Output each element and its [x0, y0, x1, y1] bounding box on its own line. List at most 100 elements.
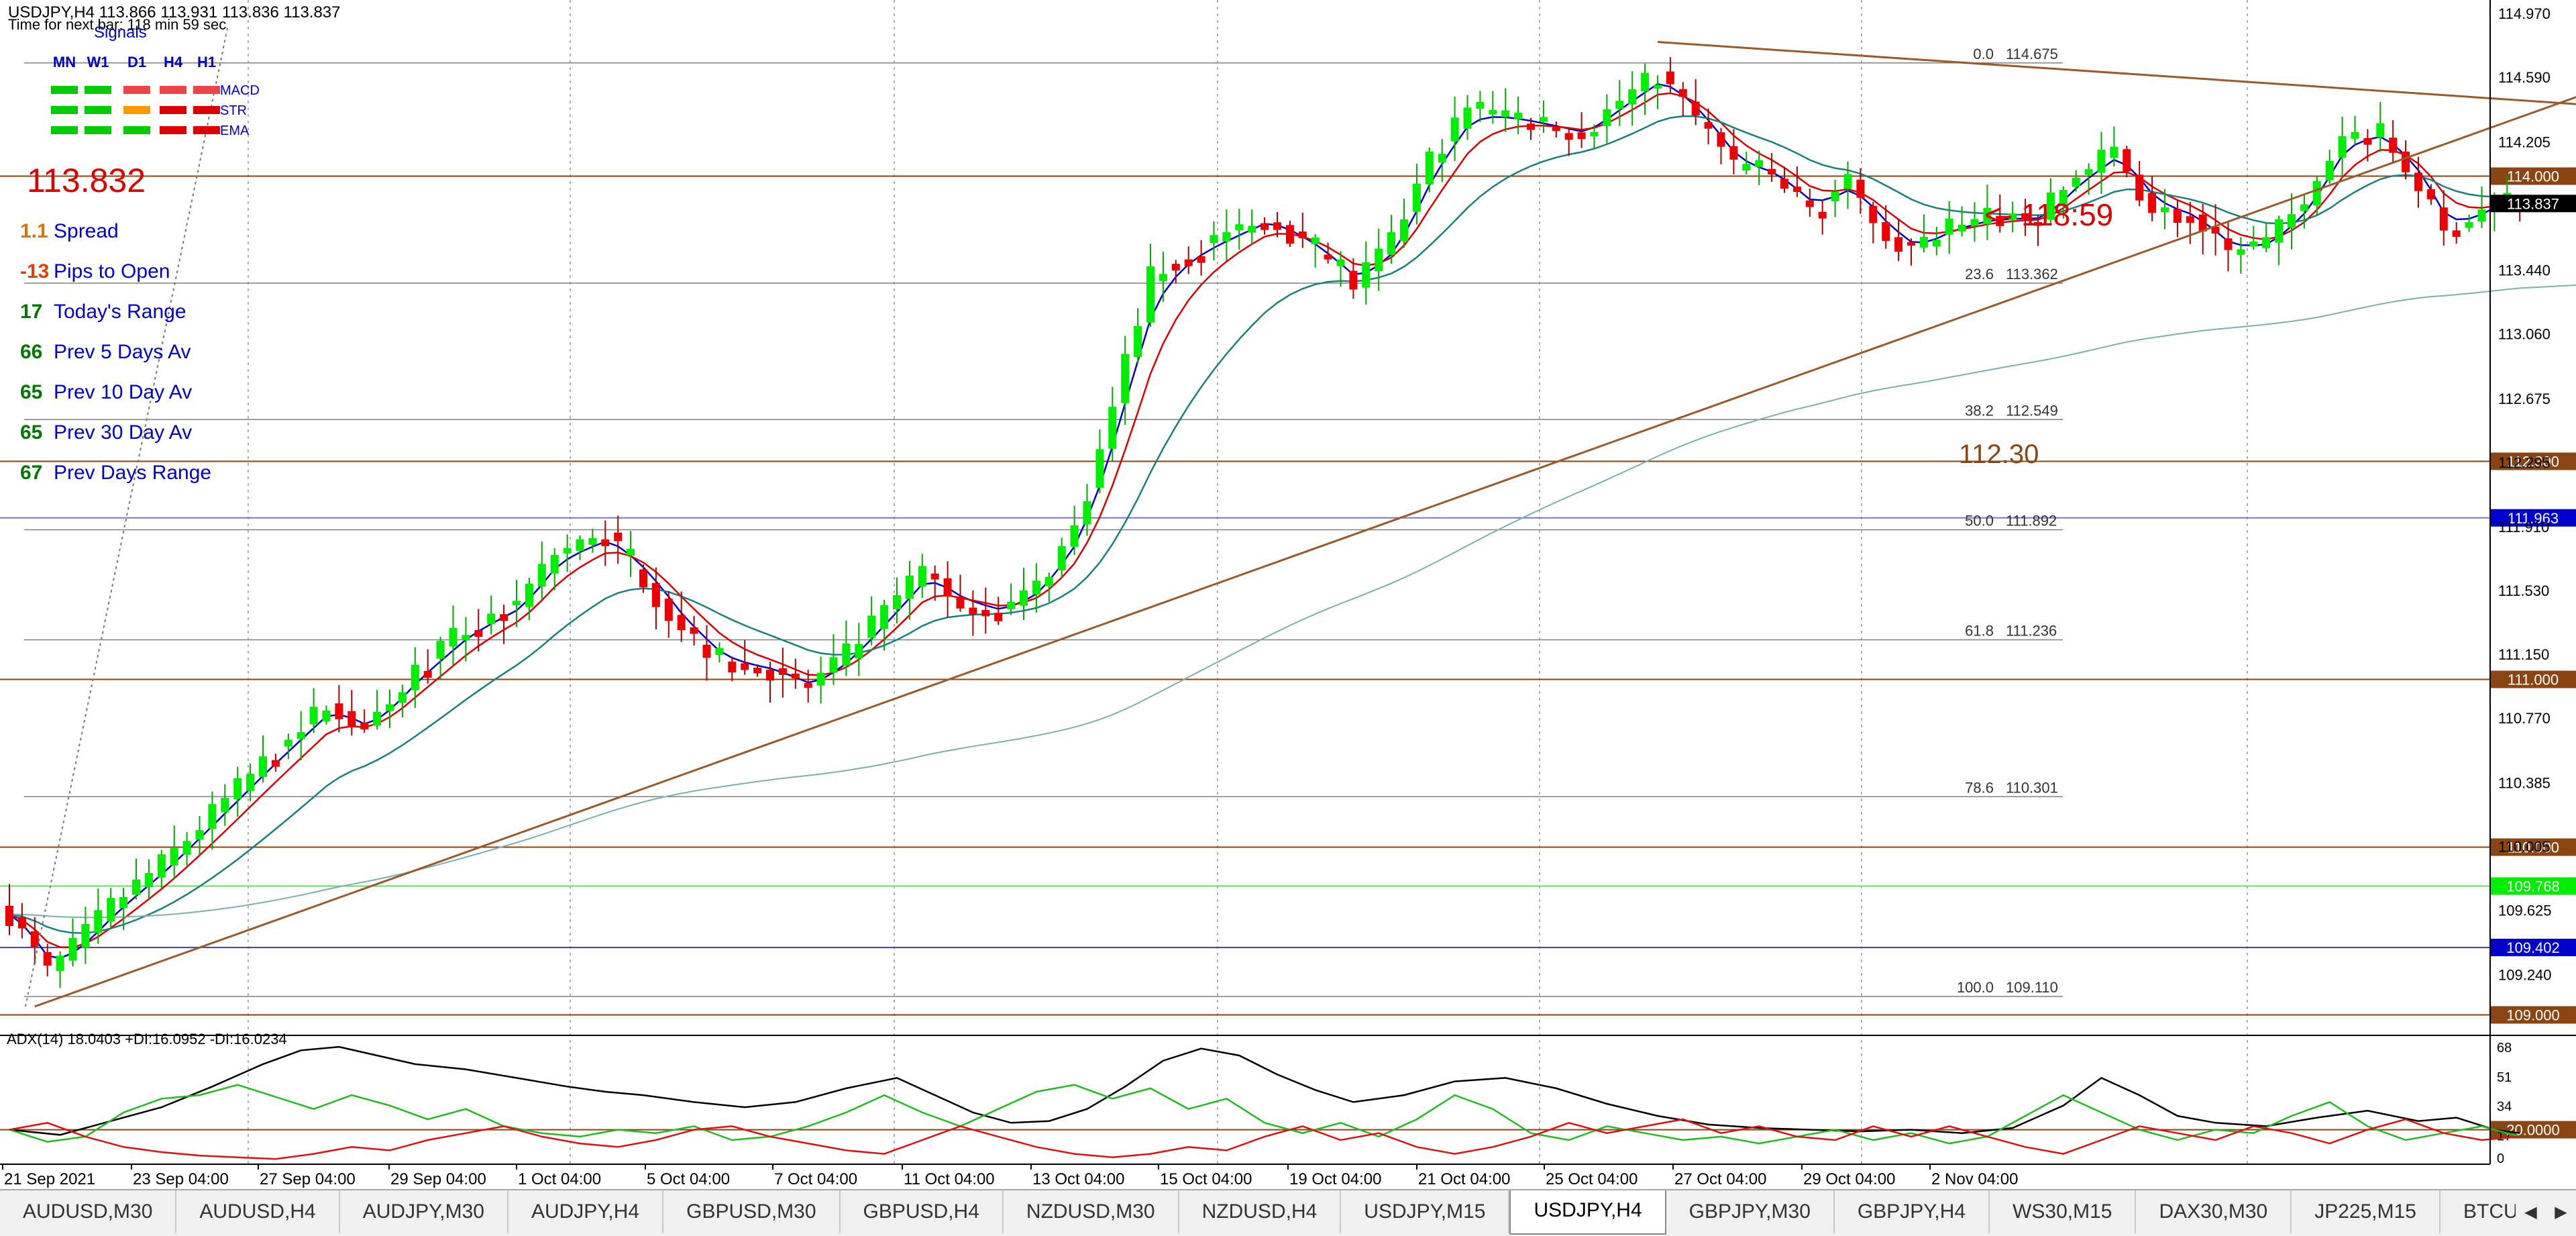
tab-nzdusd-m30[interactable]: NZDUSD,M30 — [1004, 1190, 1179, 1233]
tab-audusd-h4[interactable]: AUDUSD,H4 — [176, 1190, 340, 1233]
candle-body — [2351, 132, 2359, 139]
candle-body — [449, 627, 458, 647]
candle-body — [614, 532, 623, 542]
fib-price: 110.301 — [2006, 779, 2058, 796]
stat-value: 65 — [20, 421, 42, 444]
candle-body — [1108, 407, 1117, 449]
candle-body — [1957, 224, 1966, 231]
candle-body — [956, 597, 965, 609]
candle-body — [1869, 205, 1878, 223]
tab-gbpjpy-m30[interactable]: GBPJPY,M30 — [1666, 1190, 1835, 1233]
candle-body — [474, 630, 483, 637]
level-tag — [2490, 509, 2576, 527]
candle-body — [1336, 259, 1345, 266]
candle-body — [994, 613, 1003, 621]
candle-body — [68, 937, 77, 961]
signal-light — [51, 106, 78, 114]
adx-tick-label: 17 — [2497, 1129, 2512, 1143]
fibonacci-retracement[interactable]: 0.0 114.675 23.6 113.362 38.2 112.549 50.0 111.… — [24, 46, 2063, 997]
stat-value: 66 — [20, 341, 42, 363]
candle-body — [1564, 133, 1573, 140]
candle-body — [550, 554, 559, 574]
time-tick-label: 13 Oct 04:00 — [1032, 1170, 1124, 1188]
adx-tick-label: 51 — [2497, 1070, 2512, 1085]
price-axis: 114.970114.590114.205113.825113.440113.0… — [2489, 0, 2576, 1164]
time-tick-label: 11 Oct 04:00 — [904, 1170, 995, 1188]
candle-body — [1095, 449, 1104, 488]
fib-percent: 78.6 — [1965, 779, 1994, 796]
candle-body — [1070, 525, 1079, 547]
candle-body — [500, 614, 508, 621]
candle-body — [1489, 109, 1497, 115]
time-tick-label: 1 Oct 04:00 — [518, 1170, 601, 1188]
candle-body — [373, 711, 382, 726]
price-tick-label: 111.530 — [2498, 582, 2549, 599]
candle-body — [766, 670, 774, 681]
tab-gbpusd-m30[interactable]: GBPUSD,M30 — [663, 1190, 841, 1233]
candle-body — [2198, 214, 2207, 231]
fib-percent: 38.2 — [1965, 402, 1994, 419]
level-tag-label: 109.768 — [2506, 878, 2560, 895]
candle-body — [1666, 71, 1674, 85]
price-tick-label: 113.060 — [2498, 326, 2551, 343]
candle-body — [2186, 216, 2194, 223]
price-tick-label: 114.970 — [2498, 5, 2551, 22]
candle-body — [2262, 237, 2271, 248]
candle-body — [1729, 146, 1738, 160]
level-tag — [2490, 167, 2576, 185]
tab-ws30-m15[interactable]: WS30,M15 — [1990, 1190, 2137, 1233]
stat-value: -13 — [20, 260, 49, 282]
price-tick-label: 111.910 — [2498, 519, 2549, 535]
candle-body — [1527, 123, 1535, 130]
price-tick-label: 112.295 — [2498, 454, 2551, 471]
time-tick-label: 23 Sep 04:00 — [133, 1170, 229, 1188]
trendlines[interactable] — [25, 9, 2576, 1008]
candle-body — [1717, 132, 1725, 147]
minus-di-line — [9, 1118, 2520, 1160]
adx-title: ADX(14) 18.0403 +DI:16.0952 -DI:16.0234 — [7, 1031, 287, 1047]
time-tick-label: 29 Oct 04:00 — [1803, 1170, 1895, 1188]
tab-audjpy-m30[interactable]: AUDJPY,M30 — [340, 1190, 508, 1233]
adx-tick-label: 34 — [2497, 1100, 2512, 1115]
candle-body — [2389, 138, 2398, 153]
tab-jp225-m15[interactable]: JP225,M15 — [2292, 1190, 2440, 1233]
price-tick-label: 111.150 — [2498, 646, 2549, 663]
signal-timeframe: MN — [53, 54, 76, 70]
candle-body — [893, 595, 901, 609]
candle-body — [1400, 219, 1408, 242]
tab-usdjpy-m15[interactable]: USDJPY,M15 — [1341, 1190, 1510, 1233]
candle-body — [981, 610, 990, 617]
candle-body — [170, 847, 178, 866]
tab-usdjpy-h4[interactable]: USDJPY,H4 — [1509, 1190, 1666, 1235]
candle-body — [829, 657, 838, 673]
stats-panel: 1.1 Spread-13 Pips to Open 17 Today's Range 6… — [20, 220, 211, 484]
candle-body — [284, 739, 292, 747]
guide-line — [25, 25, 229, 1007]
tab-scroll-right-icon[interactable]: ▶ — [2555, 1202, 2567, 1221]
candle-body — [30, 931, 39, 947]
tab-gbpjpy-h4[interactable]: GBPJPY,H4 — [1835, 1190, 1990, 1233]
candle-body — [2123, 149, 2131, 172]
tab-audusd-m30[interactable]: AUDUSD,M30 — [0, 1190, 177, 1233]
candle-body — [2414, 172, 2422, 191]
candle-body — [778, 668, 787, 675]
signal-light — [160, 86, 186, 94]
candle-body — [1057, 546, 1066, 570]
candle-body — [1894, 237, 1903, 252]
fib-percent: 100.0 — [1957, 979, 1994, 996]
tab-scroll-arrows: ◀ ▶ — [2516, 1190, 2576, 1233]
signal-light — [123, 106, 150, 114]
candle-body — [386, 704, 394, 711]
candle-body — [1919, 237, 1928, 248]
tab-nzdusd-h4[interactable]: NZDUSD,H4 — [1179, 1190, 1342, 1233]
candle-body — [639, 569, 647, 588]
tab-audjpy-h4[interactable]: AUDJPY,H4 — [508, 1190, 664, 1233]
tab-dax30-m30[interactable]: DAX30,M30 — [2136, 1190, 2292, 1233]
tab-gbpusd-h4[interactable]: GBPUSD,H4 — [841, 1190, 1004, 1233]
fib-percent: 0.0 — [1973, 46, 1994, 62]
candle-body — [2161, 207, 2169, 213]
stat-value: 17 — [20, 301, 42, 323]
tab-scroll-left-icon[interactable]: ◀ — [2524, 1202, 2537, 1221]
time-tick-label: 19 Oct 04:00 — [1289, 1170, 1381, 1188]
